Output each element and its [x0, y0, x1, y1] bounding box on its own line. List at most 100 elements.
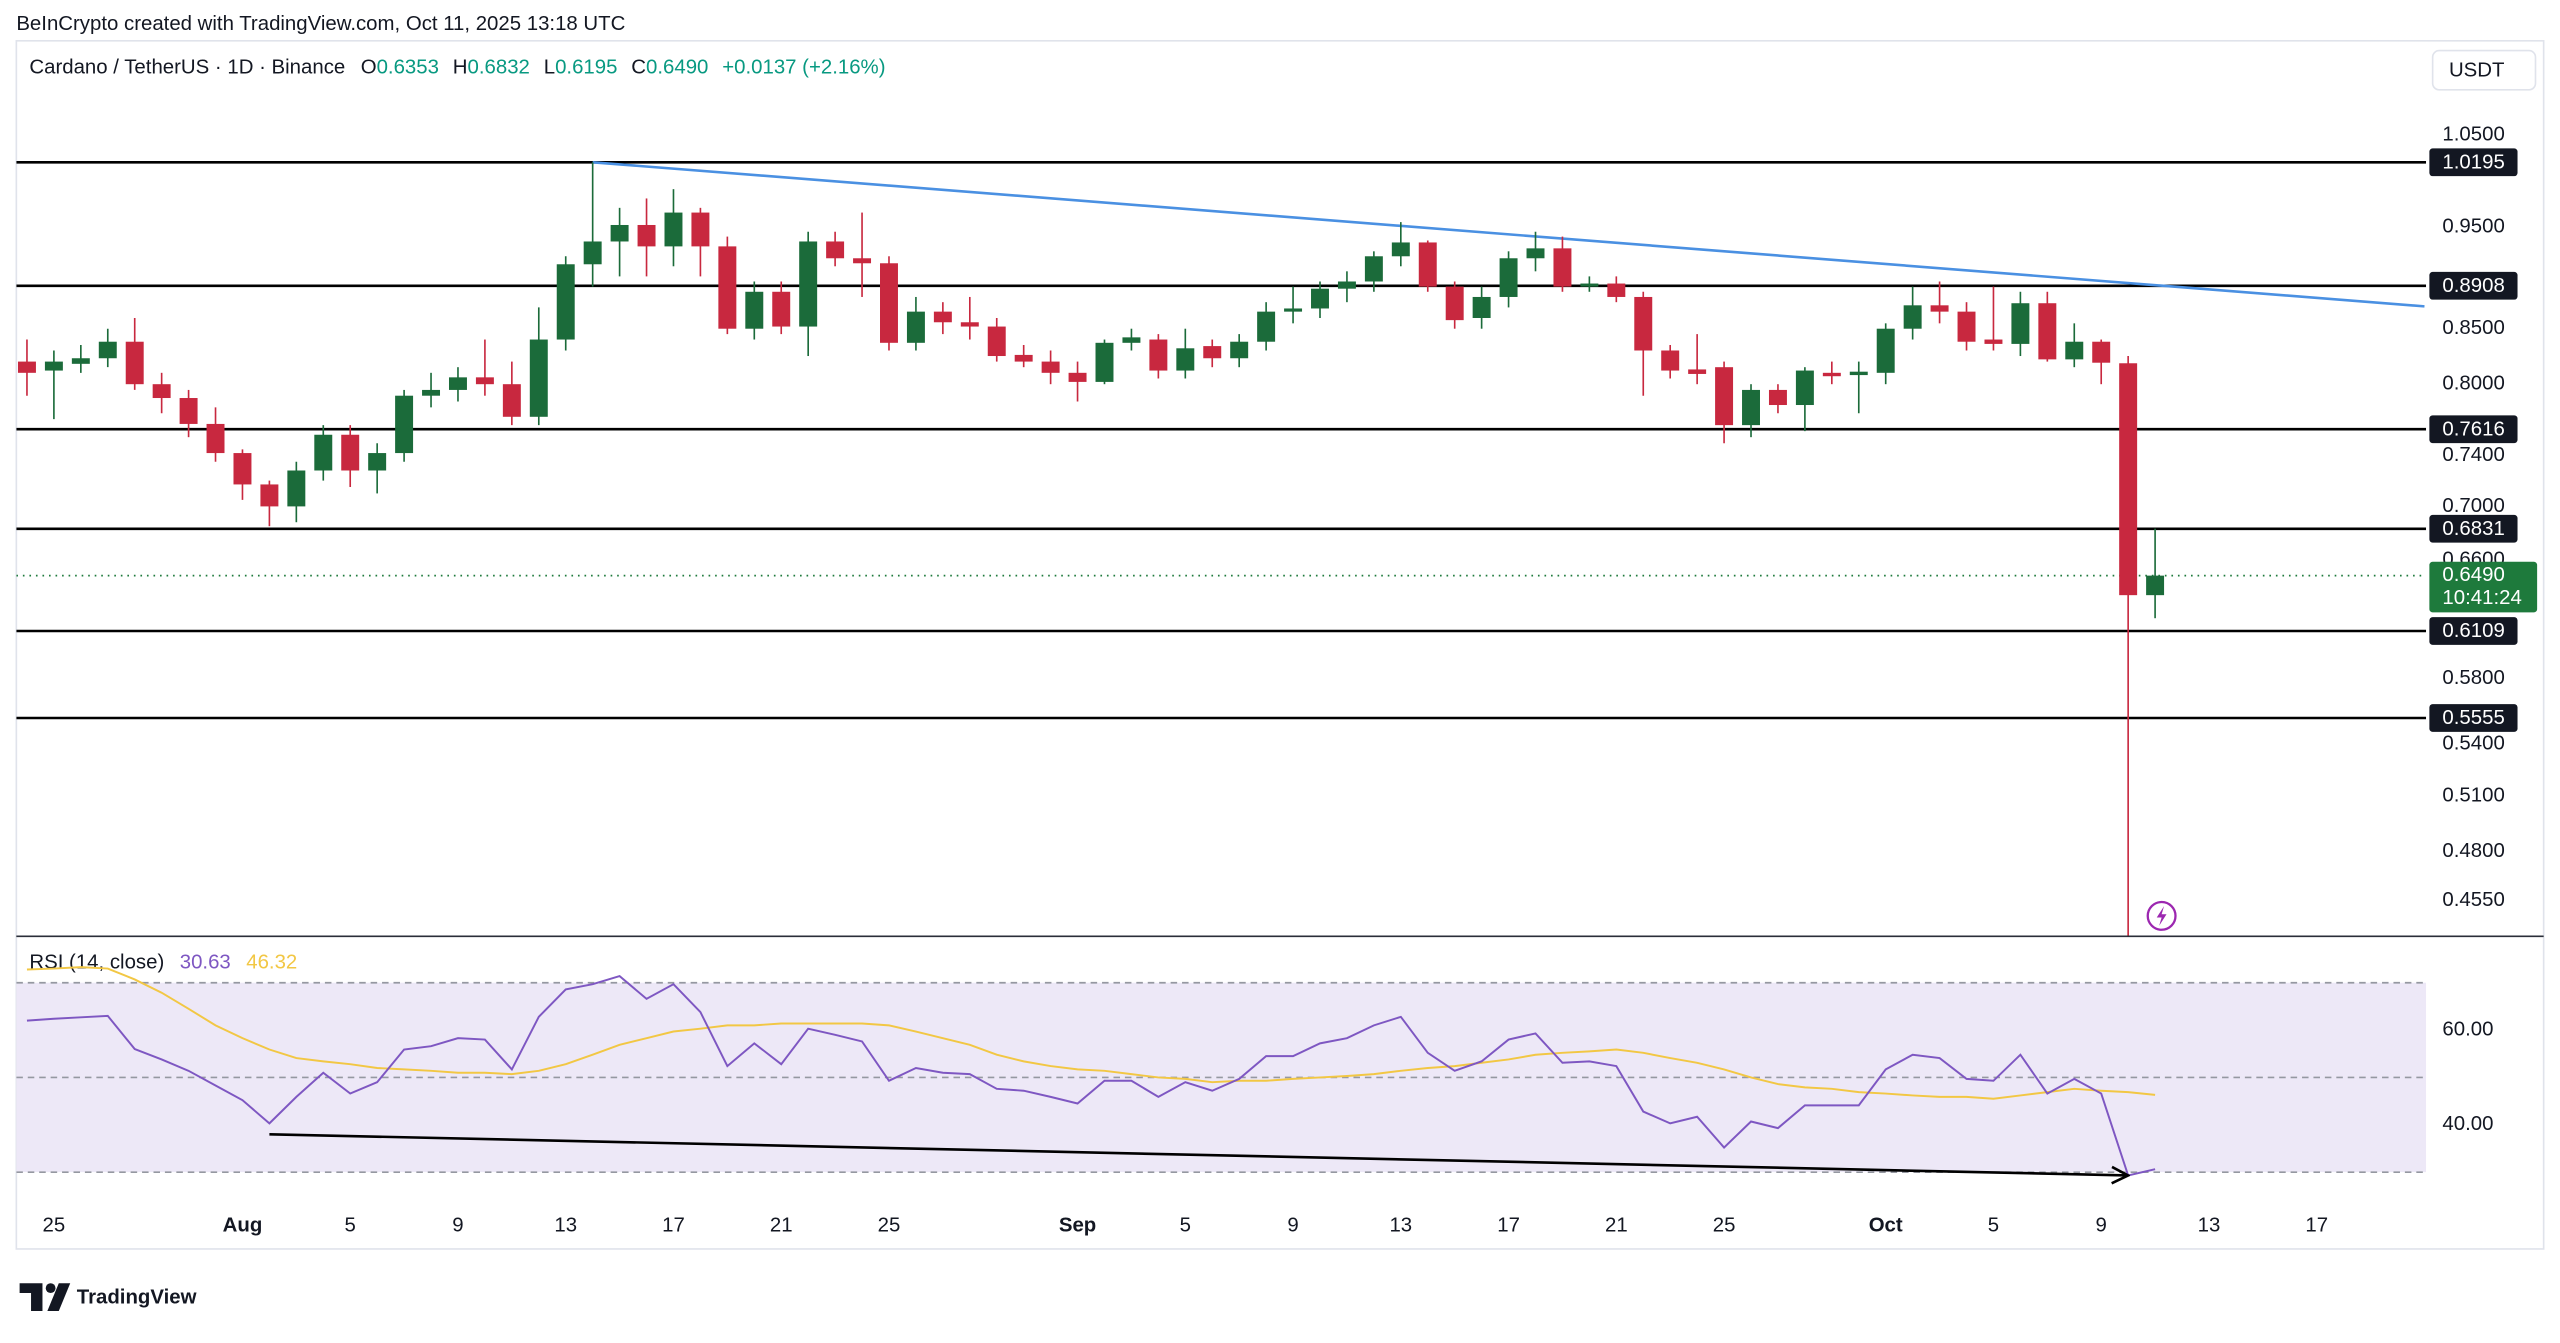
x-tick-label: 9: [452, 1214, 463, 1236]
legend-key: L: [544, 57, 555, 79]
candle-body: [1715, 367, 1734, 426]
candle-body: [2011, 303, 2030, 344]
attribution: BeInCrypto created with TradingView.com,…: [16, 13, 625, 35]
candle-body: [583, 241, 602, 265]
x-tick-label: 5: [1988, 1214, 1999, 1236]
candle-body: [1553, 248, 1572, 287]
candle-body: [1607, 283, 1626, 297]
rsi-ma-value: 46.32: [246, 952, 297, 974]
alert-icon[interactable]: [2146, 900, 2177, 931]
candle-body: [1876, 328, 1895, 373]
candle-body: [1284, 308, 1303, 312]
x-tick-label: 9: [2096, 1214, 2107, 1236]
candle-body: [1580, 283, 1599, 287]
candle-body: [448, 377, 467, 390]
candle-body: [341, 434, 360, 471]
candle-body: [44, 361, 63, 371]
candle-body: [826, 241, 845, 259]
candle-body: [1634, 296, 1653, 351]
candle-body: [1095, 342, 1114, 382]
x-tick-label: Sep: [1059, 1214, 1096, 1236]
candle-body: [1768, 389, 1787, 406]
level-label: 1.0195: [2442, 152, 2504, 174]
trendline: [592, 160, 2425, 308]
candle-body: [368, 453, 387, 471]
candle-body: [1822, 372, 1841, 377]
candle-body: [314, 434, 333, 471]
candle-body: [1661, 350, 1680, 371]
candle-body: [17, 361, 36, 373]
legend-key: O: [361, 57, 377, 79]
candle-body: [2119, 363, 2138, 596]
candle-body: [1957, 311, 1976, 342]
candle-body: [691, 212, 710, 247]
candle-body: [1472, 296, 1491, 319]
y-tick-label: 60.00: [2442, 1018, 2493, 1040]
x-tick-label: 17: [1497, 1214, 1520, 1236]
candle-body: [1337, 281, 1356, 289]
candle-body: [1014, 354, 1033, 362]
logo-text: TradingView: [77, 1286, 197, 1308]
candle-body: [1742, 389, 1760, 426]
candle-body: [125, 341, 144, 385]
candle-body: [529, 339, 548, 417]
candle-body: [475, 377, 494, 385]
candle-body: [1445, 286, 1464, 321]
currency[interactable]: USDT: [2449, 59, 2505, 81]
candle-body: [1688, 369, 1707, 374]
candle-body: [772, 291, 791, 327]
candle-body: [718, 246, 737, 329]
candle-body: [1418, 242, 1437, 287]
last-price-box: [2429, 561, 2538, 613]
candle-body: [1499, 258, 1518, 297]
x-tick-label: 21: [1605, 1214, 1628, 1236]
x-tick-label: Aug: [223, 1214, 263, 1236]
currency-button[interactable]: [2431, 49, 2537, 91]
rsi-pane: [16, 966, 2427, 1175]
y-tick-label: 0.7400: [2442, 444, 2504, 466]
candle-body: [1257, 311, 1276, 342]
level-label: 0.8908: [2442, 275, 2504, 297]
candle-body: [1903, 305, 1922, 329]
candle-body: [71, 358, 90, 364]
rsi-title: RSI (14, close): [29, 952, 164, 974]
candle-body: [853, 258, 872, 264]
candle-body: [2038, 303, 2057, 360]
y-tick-label: 40.00: [2442, 1113, 2493, 1135]
level-label: 0.6109: [2442, 620, 2504, 642]
candle-body: [1311, 288, 1329, 309]
level-label-box: [2429, 271, 2518, 300]
x-tick-label: 13: [2198, 1214, 2221, 1236]
candle-body: [1391, 242, 1410, 257]
level-label: 0.5555: [2442, 707, 2504, 729]
last-price-label: 0.6490: [2442, 564, 2504, 586]
y-tick-label: 0.9500: [2442, 215, 2504, 237]
candle-body: [1849, 371, 1868, 376]
legend-key: H: [453, 57, 468, 79]
candle-body: [1203, 346, 1222, 359]
candle-body: [906, 311, 925, 343]
y-tick-label: 0.8500: [2442, 317, 2504, 339]
legend-change: +0.0137 (+2.16%): [722, 57, 885, 79]
candle-body: [502, 384, 521, 417]
candle-body: [98, 341, 117, 359]
level-label: 0.7616: [2442, 418, 2504, 440]
legend-value: 0.6195: [555, 57, 617, 79]
candle-body: [745, 291, 764, 329]
divergence-line: [269, 1132, 2128, 1175]
candle-body: [987, 326, 1006, 357]
x-tick-label: 9: [1287, 1214, 1298, 1236]
candle-body: [233, 453, 252, 485]
axes: 25 Aug 5 9 13 17 21 25 Sep 5 9 13 17 21 25 Oct 5 9 13 17 1.0…: [43, 124, 2538, 1236]
candle-body: [610, 224, 629, 242]
x-tick-label: 17: [2305, 1214, 2328, 1236]
candle-body: [664, 212, 683, 247]
rsi-ma-line: [26, 966, 2156, 1100]
candle-body: [1930, 305, 1949, 312]
candle-body: [637, 224, 656, 247]
legend-value: 0.6490: [646, 57, 708, 79]
legend-key: C: [631, 57, 646, 79]
candle-body: [422, 389, 441, 396]
candle-body: [2092, 341, 2111, 363]
